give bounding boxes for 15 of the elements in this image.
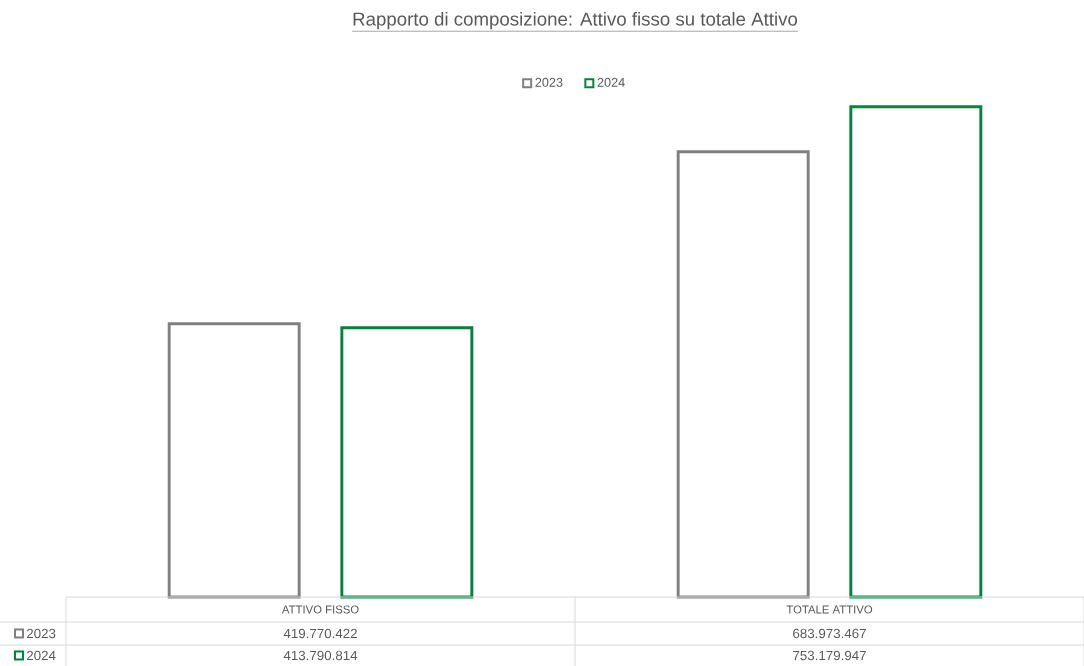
bar: [340, 326, 474, 599]
data-label: 753.179.947: [793, 650, 866, 661]
legend-label: 2023: [535, 77, 563, 87]
chart-title: Rapporto di composizione: Attivo fisso su totale Attivo: [353, 11, 798, 30]
data-label: 683.973.467: [793, 628, 866, 639]
legend-label: 2024: [597, 77, 625, 87]
data-label: 413.790.814: [283, 650, 358, 661]
bar: [167, 322, 301, 599]
data-label: 419.770.422: [283, 628, 357, 639]
x-tick-label: TOTALE ATTIVO: [786, 605, 873, 614]
bar: [849, 105, 983, 599]
text: 2024: [26, 650, 56, 661]
text: 2023: [26, 628, 56, 639]
bar: [676, 150, 810, 599]
x-tick-label: ATTIVO FISSO: [281, 605, 359, 614]
